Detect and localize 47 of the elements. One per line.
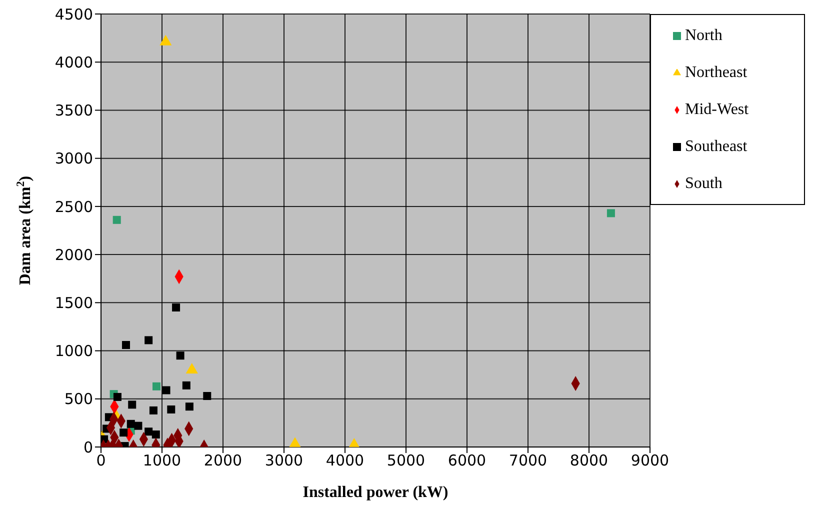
point (122, 341, 130, 350)
y-tick-label: 3000 (54, 150, 93, 168)
point (176, 352, 184, 360)
point (126, 420, 135, 428)
x-tick-label: 5000 (386, 452, 426, 470)
legend-label: Northeast (685, 64, 748, 81)
point (152, 382, 161, 390)
x-tick-label: 6000 (448, 452, 486, 470)
point (152, 430, 160, 438)
x-tick-label: 3000 (264, 452, 304, 470)
legend-label: North (685, 27, 722, 44)
point (185, 402, 194, 411)
point (167, 405, 176, 414)
y-tick-label: 2500 (54, 198, 93, 216)
x-tick-label: 0 (96, 452, 106, 470)
point (182, 381, 190, 390)
point (144, 336, 153, 344)
point (186, 363, 198, 374)
y-tick-label: 1500 (54, 294, 93, 312)
point (162, 386, 170, 394)
x-tick-label: 9000 (630, 452, 670, 470)
x-tick-label: 2000 (204, 452, 242, 470)
legend-label: Southeast (685, 138, 748, 155)
legend-label: South (685, 175, 722, 192)
y-tick-label: 4000 (54, 53, 93, 72)
legend-label: Mid-West (685, 101, 749, 118)
y-tick-label: 0 (83, 438, 93, 456)
x-tick-label: 1000 (142, 452, 182, 470)
y-tick-label: 4500 (54, 5, 93, 24)
point (203, 392, 212, 400)
point (112, 216, 121, 224)
point (606, 209, 615, 218)
x-tick-label: 7000 (508, 452, 548, 470)
point (149, 406, 158, 414)
point (144, 428, 153, 436)
point (172, 303, 180, 312)
y-tick-label: 3500 (54, 102, 93, 120)
x-tick-label: 8000 (570, 452, 608, 470)
point (128, 400, 136, 409)
point (120, 428, 128, 437)
x-axis-title: Installed power (kW) (302, 484, 448, 501)
y-tick-label: 2000 (54, 246, 93, 264)
y-tick-label: 500 (64, 390, 93, 408)
point (134, 422, 142, 430)
point (113, 392, 122, 401)
x-tick-label: 4000 (326, 452, 364, 470)
y-tick-label: 1000 (54, 342, 93, 360)
